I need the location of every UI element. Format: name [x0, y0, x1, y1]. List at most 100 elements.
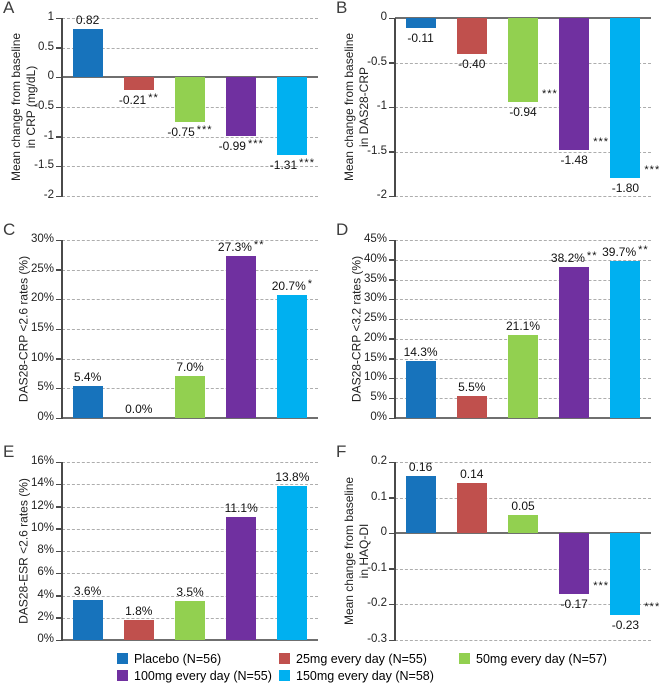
gridline [62, 595, 318, 597]
y-tick-mark [56, 328, 61, 330]
gridline [62, 47, 318, 49]
legend-label: Placebo (N=56) [134, 651, 222, 666]
gridline [395, 604, 651, 606]
bar-label: -1.31 *** [269, 157, 315, 173]
bar [72, 28, 103, 78]
legend-row: 100mg every day (N=55) 150mg every day (N… [117, 667, 607, 684]
bar [72, 385, 103, 418]
bar-label: -0.75 *** [167, 123, 213, 139]
gridline [62, 196, 318, 197]
y-tick-label: -0.5 [367, 55, 387, 68]
bar [226, 77, 257, 137]
bar [277, 295, 308, 418]
y-tick-mark [56, 269, 61, 271]
y-tick-label: -0.3 [367, 633, 387, 645]
bar-label: -1.80 [611, 181, 640, 196]
y-tick-label: 2% [37, 610, 54, 623]
y-tick-mark [389, 532, 394, 535]
y-tick-label: 25% [363, 312, 387, 325]
gridline [62, 462, 318, 463]
legend-label: 50mg every day (N=57) [476, 651, 607, 666]
bar-label: 0.0% [125, 402, 153, 416]
bar-label: -0.17 [560, 596, 588, 611]
y-tick-mark [56, 483, 61, 486]
y-tick-label: 5% [37, 381, 54, 394]
legend-swatch [279, 670, 290, 681]
y-tick-mark [389, 603, 394, 606]
y-tick-label: 35% [363, 272, 387, 285]
y-tick-label: -2 [43, 189, 54, 201]
bar [456, 18, 487, 54]
gridline [62, 299, 318, 301]
y-tick-label: 0.2 [371, 455, 387, 467]
legend-label: 25mg every day (N=55) [296, 651, 427, 666]
significance-stars: ** [253, 239, 265, 252]
bar-label: -0.21 ** [118, 91, 159, 107]
gridline [395, 568, 651, 570]
y-tick-mark [389, 397, 394, 400]
bar [559, 18, 590, 150]
y-tick-mark [389, 497, 394, 499]
bar-label: 14.3% [403, 345, 438, 360]
legend-swatch [117, 670, 128, 681]
panel-letter-F: F [336, 442, 347, 461]
legend-item: 150mg every day (N=58) [279, 669, 459, 683]
panel-letter-E: E [3, 442, 15, 461]
y-tick-mark [389, 568, 394, 570]
y-tick-label: 10% [30, 521, 54, 534]
y-tick-label: 0 [380, 11, 387, 23]
y-tick-label: -1.5 [367, 144, 387, 157]
bar [610, 533, 641, 616]
y-tick-mark [389, 279, 394, 281]
zero-line [62, 417, 318, 419]
y-tick-label: 0.1 [371, 490, 387, 503]
legend-item: Placebo (N=56) [117, 652, 279, 666]
bar [559, 266, 590, 418]
bar-label: 11.1% [224, 500, 258, 515]
y-tick-label: 25% [30, 262, 54, 275]
bar-label: -0.40 [458, 56, 486, 71]
y-tick-label: 0 [47, 70, 54, 83]
bar [405, 361, 436, 418]
y-tick-mark [56, 358, 61, 360]
gridline [62, 551, 318, 552]
bar [508, 334, 538, 418]
significance-stars: ** [148, 91, 159, 104]
legend-item: 25mg every day (N=55) [279, 652, 459, 666]
y-axis-line [61, 17, 63, 197]
legend-item: 50mg every day (N=57) [459, 652, 607, 666]
legend-row: Placebo (N=56) 25mg every day (N=55) 50mg … [117, 650, 607, 667]
bar [405, 18, 436, 28]
gridline [62, 18, 318, 19]
bar [456, 483, 487, 534]
bar [123, 619, 154, 640]
gridline [62, 136, 318, 138]
legend-item: 100mg every day (N=55) [117, 669, 279, 683]
gridline [62, 166, 318, 168]
y-tick-label: -1 [376, 100, 387, 112]
y-tick-mark [56, 76, 61, 79]
bar [277, 486, 308, 640]
y-tick-mark [389, 17, 394, 19]
y-tick-label: 0% [37, 411, 54, 423]
significance-stars: *** [196, 123, 213, 136]
panel-letter-A: A [3, 0, 15, 17]
y-tick-label: 14% [30, 477, 54, 490]
legend-swatch [117, 653, 128, 664]
y-tick-label: 5% [370, 391, 387, 404]
y-axis-line [394, 239, 396, 419]
bar-label: 38.2% ** [550, 249, 598, 265]
y-tick-mark [56, 165, 61, 168]
y-tick-label: 0% [37, 633, 54, 645]
gridline [395, 240, 651, 241]
significance-stars: *** [542, 87, 558, 100]
gridline [395, 497, 651, 499]
gridline [62, 358, 318, 360]
y-tick-mark [389, 106, 394, 108]
y-tick-mark [56, 572, 61, 575]
y-tick-label: 0.5 [38, 40, 54, 53]
y-tick-mark [56, 47, 61, 49]
panel-D: D DAS28-CRP <3.2 rates (%) 45% 40% 35% 30% 25%… [333, 220, 666, 444]
bar-label: -0.94 [509, 104, 537, 119]
bar [456, 396, 487, 418]
